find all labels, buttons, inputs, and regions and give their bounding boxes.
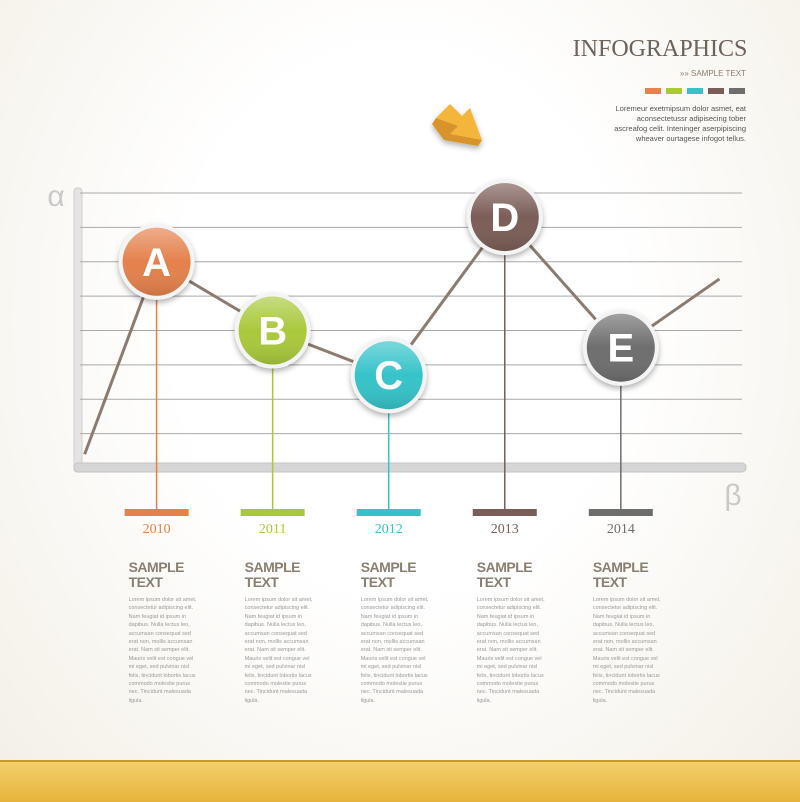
column-heading: SAMPLE TEXT xyxy=(244,559,301,590)
x-tick-label: 2012 xyxy=(375,522,403,537)
column-heading: SAMPLE TEXT xyxy=(592,559,649,590)
column: SAMPLE TEXT Lorem ipsum dolor sit amet, c… xyxy=(129,560,201,705)
point: C xyxy=(350,337,427,414)
x-axis xyxy=(73,462,747,473)
header-line: aconsectetussr adipisecing tober xyxy=(636,114,746,123)
x-tick-label: 2010 xyxy=(143,522,171,537)
year-bar xyxy=(588,509,653,516)
point: B xyxy=(234,292,311,369)
point-shine xyxy=(470,183,539,252)
column-heading: SAMPLE TEXT xyxy=(128,559,185,590)
column-body: Lorem ipsum dolor sit amet, consectetur … xyxy=(244,597,313,704)
column-body: Lorem ipsum dolor sit amet, consectetur … xyxy=(360,597,429,704)
title: INFOGRAPHICS xyxy=(573,36,748,62)
point-shine xyxy=(354,341,423,410)
column-body: Lorem ipsum dolor sit amet, consectetur … xyxy=(128,597,197,704)
y-axis-label: α xyxy=(47,180,64,213)
swatch xyxy=(729,88,745,94)
swatch xyxy=(666,88,682,94)
point-shine xyxy=(238,296,307,365)
column: SAMPLE TEXT Lorem ipsum dolor sit amet, c… xyxy=(245,560,317,705)
x-tick-label: 2013 xyxy=(491,522,519,537)
year-bar xyxy=(240,509,305,516)
column-heading: SAMPLE TEXT xyxy=(476,559,533,590)
x-tick-label: 2014 xyxy=(607,522,635,537)
year-bar xyxy=(356,509,421,516)
header-line: ascreafog celit. Inteninger aserpipiscin… xyxy=(614,124,746,133)
subtitle: »» SAMPLE TEXT xyxy=(680,69,746,78)
header-line: Loremeur exetmipsum dolor asmet, eat xyxy=(615,104,746,113)
swatches xyxy=(645,88,745,94)
point-shine xyxy=(586,313,655,382)
x-axis-label: β xyxy=(724,479,741,512)
swatch xyxy=(708,88,724,94)
arrow-icon xyxy=(432,104,482,146)
header-text: Loremeur exetmipsum dolor asmet, eat acon… xyxy=(614,104,746,144)
point-label: B xyxy=(258,310,287,354)
floor xyxy=(0,760,800,802)
point-label: C xyxy=(374,354,403,398)
column-heading: SAMPLE TEXT xyxy=(360,559,417,590)
point-label: D xyxy=(490,196,519,240)
column-body: Lorem ipsum dolor sit amet, consectetur … xyxy=(476,597,545,704)
point: A xyxy=(118,223,195,300)
point: E xyxy=(582,309,659,386)
column: SAMPLE TEXT Lorem ipsum dolor sit amet, c… xyxy=(361,560,433,705)
point-label: E xyxy=(607,327,634,371)
x-tick-label: 2011 xyxy=(259,522,286,537)
column: SAMPLE TEXT Lorem ipsum dolor sit amet, c… xyxy=(477,560,549,705)
point-shine xyxy=(122,227,191,296)
point-label: A xyxy=(142,241,171,285)
header-line: wheaver ourtagese infogot tellus. xyxy=(635,134,746,143)
swatch xyxy=(645,88,661,94)
column: SAMPLE TEXT Lorem ipsum dolor sit amet, c… xyxy=(593,560,665,705)
year-bar xyxy=(124,509,189,516)
column-body: Lorem ipsum dolor sit amet, consectetur … xyxy=(592,597,661,704)
year-bar xyxy=(472,509,537,516)
swatch xyxy=(687,88,703,94)
point: D xyxy=(466,179,543,256)
